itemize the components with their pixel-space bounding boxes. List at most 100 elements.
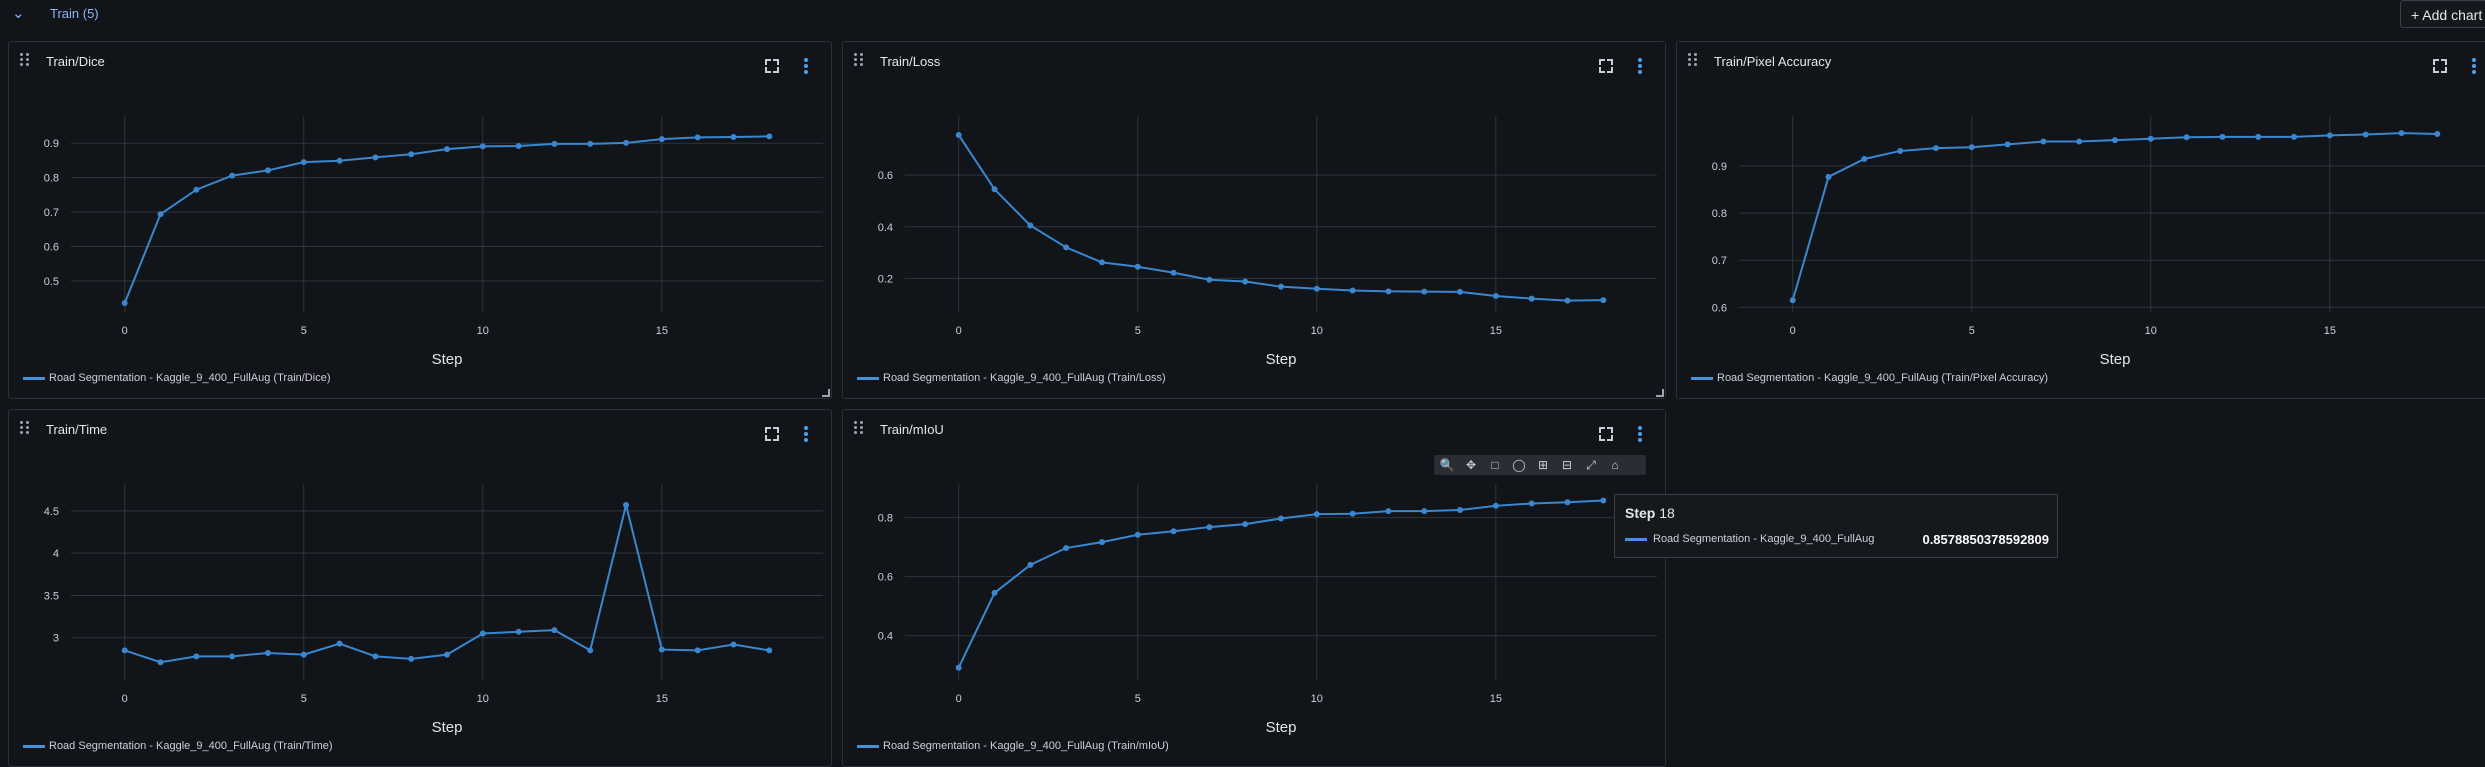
data-point[interactable] (991, 186, 998, 193)
fullscreen-icon[interactable] (765, 59, 779, 73)
data-point[interactable] (1600, 497, 1607, 504)
data-point[interactable] (336, 157, 343, 164)
data-point[interactable] (2004, 141, 2011, 148)
data-point[interactable] (1313, 285, 1320, 292)
data-point[interactable] (551, 627, 558, 634)
drag-handle-icon[interactable] (1688, 53, 1700, 67)
data-point[interactable] (1897, 147, 1904, 154)
data-point[interactable] (479, 143, 486, 150)
legend-entry[interactable]: Road Segmentation - Kaggle_9_400_FullAug… (23, 740, 333, 752)
data-point[interactable] (1063, 545, 1070, 552)
data-point[interactable] (587, 647, 594, 654)
data-point[interactable] (2076, 138, 2083, 145)
data-point[interactable] (1134, 531, 1141, 538)
data-point[interactable] (1825, 173, 1832, 180)
data-point[interactable] (766, 133, 773, 140)
zoom-in-icon[interactable]: ⊞ (1537, 458, 1549, 472)
data-point[interactable] (2219, 133, 2226, 140)
fullscreen-icon[interactable] (1599, 59, 1613, 73)
data-point[interactable] (1098, 259, 1105, 266)
data-point[interactable] (515, 142, 522, 149)
fullscreen-icon[interactable] (1599, 427, 1613, 441)
fullscreen-icon[interactable] (765, 427, 779, 441)
drag-handle-icon[interactable] (20, 421, 32, 435)
legend-entry[interactable]: Road Segmentation - Kaggle_9_400_FullAug… (1691, 372, 2048, 384)
data-point[interactable] (300, 651, 307, 658)
data-point[interactable] (300, 159, 307, 166)
data-point[interactable] (623, 501, 630, 508)
more-vert-icon[interactable] (1638, 58, 1642, 74)
section-title[interactable]: Train (5) (50, 6, 99, 21)
data-point[interactable] (1206, 276, 1213, 283)
data-point[interactable] (587, 140, 594, 147)
plot-area[interactable]: 0.4 0.6 0.8 0 5 10 15 Step (843, 450, 1667, 736)
data-point[interactable] (1421, 508, 1428, 515)
data-point[interactable] (444, 651, 450, 658)
data-point[interactable] (372, 154, 379, 161)
data-point[interactable] (1932, 145, 1939, 152)
legend-entry[interactable]: Road Segmentation - Kaggle_9_400_FullAug… (857, 372, 1166, 384)
data-point[interactable] (121, 300, 128, 307)
data-point[interactable] (479, 630, 486, 637)
data-point[interactable] (1385, 508, 1392, 515)
data-point[interactable] (2434, 131, 2441, 138)
data-point[interactable] (157, 659, 164, 666)
data-point[interactable] (336, 640, 343, 647)
data-point[interactable] (623, 139, 630, 146)
plot-area[interactable]: 0.5 0.6 0.7 0.8 0.9 0 5 10 15 Step (9, 82, 833, 368)
zoom-out-icon[interactable]: ⊟ (1561, 458, 1573, 472)
data-point[interactable] (2112, 137, 2118, 144)
plot-area[interactable]: 0.2 0.4 0.6 0 5 10 15 Step (843, 82, 1667, 368)
plot-area[interactable]: 0.6 0.7 0.8 0.9 0 5 10 15 Step (1677, 82, 2485, 368)
lasso-select-icon[interactable]: ◯ (1512, 458, 1526, 472)
drag-handle-icon[interactable] (854, 421, 866, 435)
data-point[interactable] (229, 653, 236, 660)
data-point[interactable] (1421, 288, 1428, 295)
data-point[interactable] (2147, 135, 2154, 142)
data-point[interactable] (264, 649, 271, 656)
data-point[interactable] (372, 653, 379, 660)
data-point[interactable] (1242, 521, 1249, 528)
data-point[interactable] (2255, 133, 2262, 140)
chart-panel[interactable]: Train/mIoU Road Segmentation - Kaggle_9_4… (842, 409, 1666, 767)
legend-entry[interactable]: Road Segmentation - Kaggle_9_400_FullAug… (23, 372, 330, 384)
chart-panel[interactable]: Train/Dice Road Segmentation - Kaggle_9_4… (8, 41, 832, 399)
box-select-icon[interactable]: □ (1491, 458, 1499, 472)
data-point[interactable] (2040, 138, 2047, 145)
data-point[interactable] (1242, 278, 1249, 285)
data-point[interactable] (1098, 539, 1105, 546)
data-point[interactable] (1134, 263, 1141, 270)
legend-entry[interactable]: Road Segmentation - Kaggle_9_400_FullAug… (857, 740, 1169, 752)
chart-panel[interactable]: Train/Loss Road Segmentation - Kaggle_9_4… (842, 41, 1666, 399)
reset-axes-icon[interactable]: ⌂ (1611, 458, 1619, 472)
chart-panel[interactable]: Train/Time Road Segmentation - Kaggle_9_4… (8, 409, 832, 767)
data-point[interactable] (1492, 502, 1499, 509)
data-point[interactable] (730, 641, 737, 648)
add-chart-button[interactable]: + Add chart (2400, 0, 2485, 28)
chevron-down-icon[interactable]: ⌄ (12, 5, 25, 22)
data-point[interactable] (157, 211, 164, 218)
data-point[interactable] (1528, 500, 1535, 507)
data-point[interactable] (551, 140, 558, 147)
data-point[interactable] (2362, 131, 2369, 138)
plot-area[interactable]: 3 3.5 4 4.5 0 5 10 15 Step (9, 450, 833, 736)
data-point[interactable] (1600, 297, 1607, 304)
more-vert-icon[interactable] (2472, 58, 2476, 74)
drag-handle-icon[interactable] (854, 53, 866, 67)
data-point[interactable] (1278, 515, 1284, 522)
data-point[interactable] (1457, 506, 1464, 513)
resize-handle-icon[interactable] (1656, 389, 1664, 397)
data-point[interactable] (694, 647, 701, 654)
data-point[interactable] (658, 646, 665, 653)
data-point[interactable] (1385, 288, 1392, 295)
data-point[interactable] (1349, 510, 1356, 517)
data-point[interactable] (121, 647, 128, 654)
data-point[interactable] (1063, 244, 1070, 251)
data-point[interactable] (2398, 130, 2405, 137)
data-point[interactable] (1564, 499, 1571, 506)
more-vert-icon[interactable] (804, 426, 808, 442)
data-point[interactable] (264, 167, 271, 174)
data-point[interactable] (1349, 287, 1356, 294)
pan-icon[interactable]: ✥ (1465, 458, 1477, 472)
data-point[interactable] (444, 146, 450, 153)
